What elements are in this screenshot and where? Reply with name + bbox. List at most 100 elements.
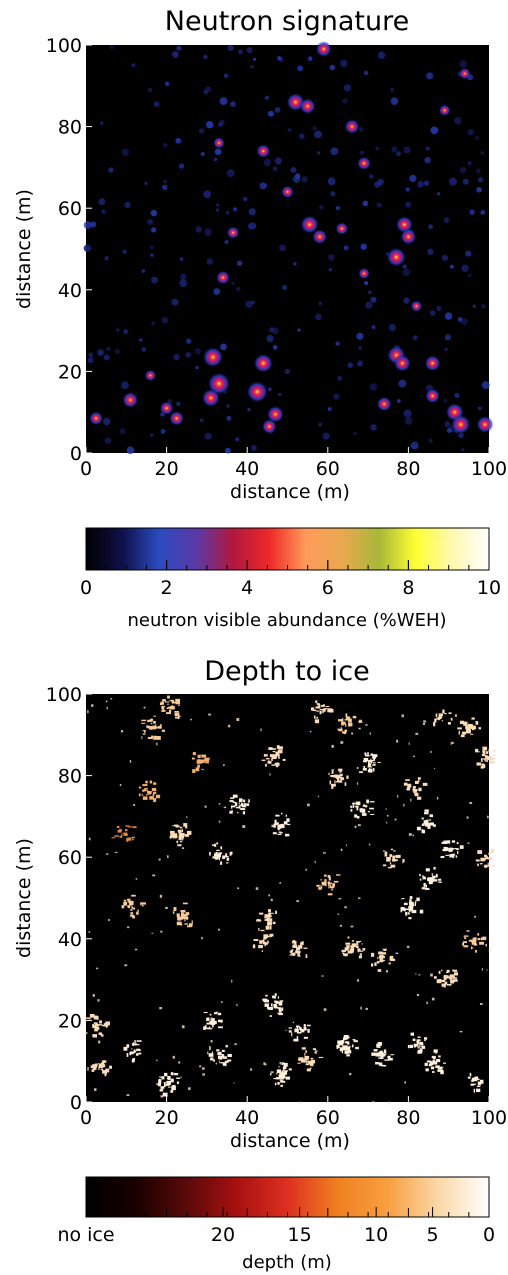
ice-pixel	[359, 771, 363, 774]
ice-speck	[181, 847, 185, 849]
ice-speck	[369, 732, 371, 735]
ice-pixel	[355, 945, 359, 948]
ice-pixel	[482, 750, 486, 754]
speckle	[251, 300, 255, 305]
ice-pixel	[443, 976, 447, 980]
ice-pixel	[390, 1054, 395, 1056]
ice-pixel	[341, 1048, 345, 1051]
neutron-title: Neutron signature	[165, 6, 409, 37]
ice-speck	[178, 1061, 181, 1064]
ice-pixel	[89, 1013, 95, 1018]
ice-pixel	[479, 863, 483, 865]
ice-pixel	[378, 1052, 380, 1055]
ice-pixel	[387, 866, 392, 869]
ice-speck	[233, 1082, 235, 1084]
ice-pixel	[366, 799, 369, 804]
ice-pixel	[486, 751, 489, 755]
ice-pixel	[209, 1020, 213, 1023]
colorbar-tick-label: 10	[364, 1224, 388, 1246]
ice-pixel	[373, 1049, 378, 1052]
ice-speck	[413, 755, 415, 758]
speckle	[356, 332, 364, 340]
ice-pixel	[404, 908, 406, 912]
ice-pixel	[175, 698, 181, 703]
ice-pixel	[140, 902, 142, 906]
speckle	[148, 87, 153, 93]
speckle	[203, 54, 208, 59]
ice-pixel	[160, 701, 164, 705]
ice-pixel	[168, 706, 170, 709]
ice-speck	[270, 898, 273, 902]
ice-pixel	[488, 748, 490, 753]
ice-pixel	[222, 1062, 227, 1066]
ice-speck	[356, 766, 359, 770]
speckle	[377, 178, 384, 185]
depth-colorbar: no ice 20 15 10 5 0 depth (m)	[57, 1176, 495, 1273]
speckle	[375, 146, 379, 151]
ice-pixel	[328, 884, 330, 889]
speckle	[376, 202, 382, 208]
ice-pixel	[430, 1066, 435, 1070]
speckle	[151, 276, 159, 284]
ice-speck	[268, 894, 271, 897]
ice-pixel	[133, 1050, 135, 1054]
ice-pixel	[478, 727, 482, 730]
ice-pixel	[283, 821, 288, 825]
ice-pixel	[350, 946, 354, 950]
ice-pixel	[174, 710, 179, 713]
ice-pixel	[156, 796, 160, 799]
ice-pixel	[170, 1090, 174, 1093]
x-tick-label: 0	[80, 1107, 92, 1129]
ice-pixel	[320, 879, 323, 881]
ice-pixel	[275, 910, 278, 915]
ice-pixel	[141, 902, 147, 905]
ice-speck	[454, 714, 457, 717]
ice-pixel	[275, 814, 280, 817]
x-tick-label: 20	[155, 1107, 179, 1129]
ice-pixel	[273, 996, 276, 999]
ice-pixel	[374, 962, 377, 966]
ice-pixel	[261, 950, 264, 952]
ice-pixel	[131, 1048, 133, 1050]
ice-pixel	[442, 709, 445, 714]
ice-pixel	[421, 824, 425, 826]
ice-pixel	[446, 969, 450, 973]
x-tick-label: 60	[316, 1107, 340, 1129]
ice-pixel	[275, 1000, 279, 1004]
ice-pixel	[441, 969, 443, 972]
ice-pixel	[346, 775, 349, 779]
ice-speck	[177, 716, 180, 720]
ice-speck	[129, 760, 132, 763]
ice-pixel	[344, 782, 347, 786]
speckle	[160, 429, 166, 434]
ice-patch	[359, 752, 381, 774]
ice-pixel	[143, 730, 146, 733]
ice-pixel	[468, 939, 473, 942]
speckle	[165, 81, 170, 86]
ice-patch	[475, 849, 495, 868]
ice-pixel	[441, 841, 445, 844]
hotspot	[459, 67, 471, 80]
ice-pixel	[432, 824, 436, 827]
ice-pixel	[418, 787, 422, 792]
ice-speck	[467, 842, 470, 844]
speckle	[465, 250, 472, 257]
ice-pixel	[425, 823, 431, 827]
speckle	[443, 398, 448, 403]
ice-pixel	[175, 825, 180, 828]
ice-speck	[404, 1081, 407, 1084]
ice-pixel	[159, 1089, 164, 1092]
ice-pixel	[416, 897, 420, 902]
ice-patch	[433, 969, 459, 988]
ice-pixel	[268, 912, 272, 916]
speckle	[460, 318, 468, 325]
ice-pixel	[126, 1053, 129, 1057]
ice-pixel	[376, 1043, 378, 1047]
ice-pixel	[421, 829, 426, 834]
ice-pixel	[264, 1003, 269, 1007]
ice-pixel	[215, 1062, 217, 1065]
speckle	[204, 228, 212, 237]
speckle	[83, 221, 92, 230]
ice-speck	[416, 993, 420, 997]
ice-pixel	[286, 818, 290, 822]
